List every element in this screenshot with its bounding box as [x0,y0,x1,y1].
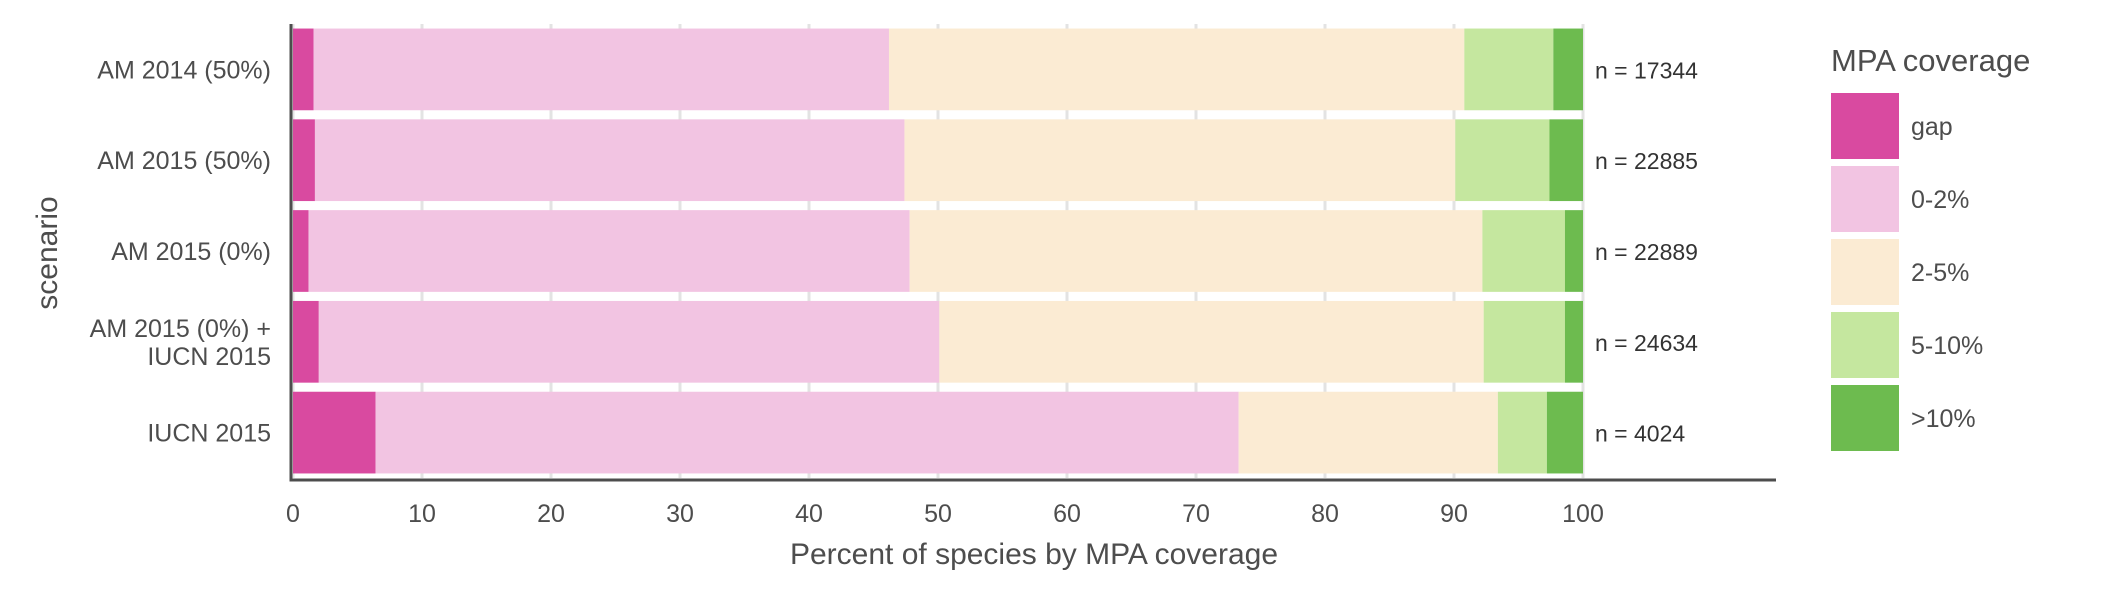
category-label: AM 2015 (50%) [97,147,271,175]
category-label: IUCN 2015 [147,420,271,448]
x-tick-label: 50 [924,500,952,528]
bar-segment-5-10% [1455,119,1550,202]
x-axis-title: Percent of species by MPA coverage [790,538,1278,571]
x-tick-label: 0 [286,500,300,528]
legend: MPA coverage gap 0-2% 2-5% 5-10% >10% [1831,43,2030,451]
legend-key-2 [1831,239,1899,305]
bar-segment-2-5% [909,210,1483,292]
category-label: AM 2015 (0%) + IUCN 2015 [90,315,271,371]
bar-segment-gap [293,300,319,383]
bar-segment-2-5% [904,119,1456,202]
bar-segment-0-2% [308,210,910,292]
bar-segment-5-10% [1497,391,1547,474]
legend-key-3 [1831,312,1899,378]
y-axis-title: scenario [31,196,64,309]
n-labels: n = 17344 n = 22885 n = 22889 n = 24634 n = … [1595,57,1698,446]
legend-title: MPA coverage [1831,43,2030,78]
bar-segment->10% [1564,210,1583,292]
legend-key-4 [1831,385,1899,451]
x-tick-label: 40 [795,500,823,528]
legend-key-0 [1831,93,1899,159]
n-label: n = 24634 [1595,330,1698,356]
bar-segment-5-10% [1483,300,1565,383]
x-tick-labels: 0 10 20 30 40 50 60 70 80 90 100 [286,500,1604,528]
x-tick-label: 30 [666,500,694,528]
legend-label: gap [1911,113,1953,141]
legend-label: 2-5% [1911,259,1969,287]
bar-segment-5-10% [1482,210,1565,292]
bar-segment-gap [293,391,376,474]
x-tick-label: 60 [1053,500,1081,528]
x-tick-label: 80 [1311,500,1339,528]
bar-segment->10% [1553,28,1583,111]
x-tick-label: 20 [537,500,565,528]
bar-segment-gap [293,210,309,292]
legend-label: 0-2% [1911,186,1969,214]
category-labels: AM 2014 (50%) AM 2015 (50%) AM 2015 (0%) AM… [90,56,271,447]
legend-label: >10% [1911,405,1976,433]
axes [289,24,1776,482]
bar-segment-0-2% [313,28,889,111]
bar-segment->10% [1546,391,1583,474]
legend-key-1 [1831,166,1899,232]
legend-label: 5-10% [1911,332,1983,360]
bar-segment->10% [1564,300,1583,383]
x-tick-label: 70 [1182,500,1210,528]
bar-segment-5-10% [1464,28,1554,111]
x-tick-label: 100 [1562,500,1604,528]
bar-segment-2-5% [888,28,1465,111]
bar-segment-gap [293,28,314,111]
bar-segment-0-2% [375,391,1239,474]
bar-segment->10% [1549,119,1583,202]
category-label: AM 2014 (50%) [97,56,271,84]
bar-segment-2-5% [939,300,1484,383]
bar-segment-0-2% [318,300,940,383]
bar-segment-2-5% [1238,391,1498,474]
n-label: n = 4024 [1595,421,1685,447]
n-label: n = 17344 [1595,57,1698,83]
bars [293,28,1583,474]
n-label: n = 22889 [1595,239,1698,265]
bar-segment-gap [293,119,315,202]
x-tick-label: 90 [1440,500,1468,528]
x-tick-label: 10 [408,500,436,528]
bar-segment-0-2% [314,119,905,202]
n-label: n = 22885 [1595,148,1698,174]
category-label: AM 2015 (0%) [111,238,271,266]
